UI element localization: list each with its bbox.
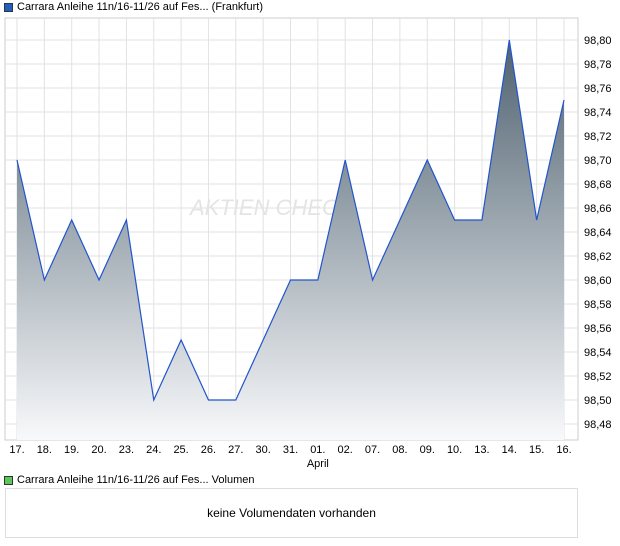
y-tick-label: 98,56 bbox=[584, 323, 612, 335]
x-tick-label: 13. bbox=[474, 444, 489, 456]
x-tick-label: 23. bbox=[119, 444, 134, 456]
x-tick-label: 24. bbox=[146, 444, 161, 456]
x-tick-label: 27. bbox=[228, 444, 243, 456]
x-tick-label: 07. bbox=[365, 444, 380, 456]
x-tick-label: 08. bbox=[392, 444, 407, 456]
y-tick-label: 98,64 bbox=[584, 227, 612, 239]
y-tick-label: 98,80 bbox=[584, 35, 612, 47]
y-tick-label: 98,66 bbox=[584, 203, 612, 215]
volume-panel: keine Volumendaten vorhanden bbox=[5, 488, 578, 538]
price-area bbox=[17, 40, 564, 440]
price-chart: AKTIEN CHECK 98,48 98,50 98,52 98,54 98,56 98… bbox=[4, 17, 612, 470]
y-tick-label: 98,76 bbox=[584, 83, 612, 95]
y-tick-label: 98,74 bbox=[584, 107, 612, 119]
y-tick-label: 98,68 bbox=[584, 179, 612, 191]
y-tick-label: 98,60 bbox=[584, 275, 612, 287]
x-tick-label: 15. bbox=[529, 444, 544, 456]
x-tick-label: 17. bbox=[9, 444, 24, 456]
price-legend-label: Carrara Anleihe 11n/16-11/26 auf Fes... … bbox=[17, 1, 263, 13]
x-tick-label: 18. bbox=[37, 444, 52, 456]
x-tick-label: 31. bbox=[283, 444, 298, 456]
y-tick-label: 98,78 bbox=[584, 59, 612, 71]
x-tick-label: 19. bbox=[64, 444, 79, 456]
x-tick-label: 30. bbox=[256, 444, 271, 456]
y-tick-label: 98,54 bbox=[584, 347, 612, 359]
y-tick-label: 98,72 bbox=[584, 131, 612, 143]
volume-legend-label: Carrara Anleihe 11n/16-11/26 auf Fes... … bbox=[17, 474, 255, 486]
volume-message: keine Volumendaten vorhanden bbox=[207, 506, 376, 520]
x-tick-label: 26. bbox=[201, 444, 216, 456]
volume-legend: Carrara Anleihe 11n/16-11/26 auf Fes... … bbox=[4, 474, 254, 486]
volume-legend-swatch bbox=[4, 475, 13, 485]
y-tick-label: 98,58 bbox=[584, 299, 612, 311]
watermark: AKTIEN CHECK bbox=[188, 195, 354, 220]
y-tick-label: 98,70 bbox=[584, 155, 612, 167]
y-tick-label: 98,48 bbox=[584, 419, 612, 431]
y-tick-label: 98,50 bbox=[584, 395, 612, 407]
x-tick-label: 14. bbox=[502, 444, 517, 456]
y-tick-label: 98,52 bbox=[584, 371, 612, 383]
x-tick-label: 09. bbox=[420, 444, 435, 456]
price-legend-swatch bbox=[4, 2, 13, 12]
x-tick-label: 01. bbox=[310, 444, 325, 456]
x-tick-label: 20. bbox=[91, 444, 106, 456]
price-legend: Carrara Anleihe 11n/16-11/26 auf Fes... … bbox=[4, 1, 263, 13]
x-tick-label: 25. bbox=[173, 444, 188, 456]
x-tick-label: 02. bbox=[338, 444, 353, 456]
y-tick-label: 98,62 bbox=[584, 251, 612, 263]
x-tick-label: 16. bbox=[556, 444, 571, 456]
x-tick-label: 10. bbox=[447, 444, 462, 456]
x-month-label: April bbox=[307, 458, 329, 470]
